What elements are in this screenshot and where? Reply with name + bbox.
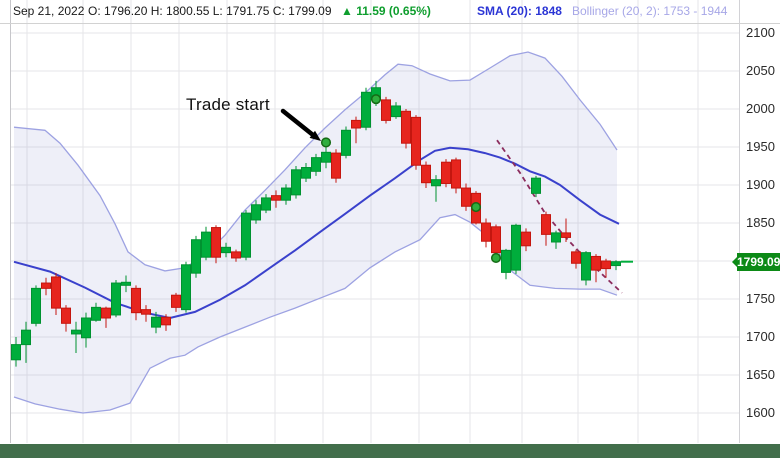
candle[interactable]	[201, 231, 211, 258]
candle[interactable]	[461, 187, 471, 207]
candle[interactable]	[31, 287, 41, 324]
candle[interactable]	[341, 129, 351, 156]
candle[interactable]	[11, 344, 21, 361]
candle[interactable]	[381, 99, 391, 121]
candle[interactable]	[281, 187, 291, 201]
candle[interactable]	[221, 246, 231, 254]
candle[interactable]	[191, 239, 201, 274]
candle[interactable]	[181, 264, 191, 311]
candle[interactable]	[211, 227, 221, 258]
candle[interactable]	[571, 251, 581, 264]
trade-marker[interactable]	[470, 201, 482, 213]
bollinger-lower-line	[13, 213, 618, 414]
candle[interactable]	[481, 222, 491, 242]
candle[interactable]	[21, 329, 31, 346]
candle[interactable]	[71, 329, 81, 335]
trade-marker[interactable]	[320, 137, 332, 148]
candle[interactable]	[111, 282, 121, 316]
candle[interactable]	[441, 161, 451, 184]
candle[interactable]	[351, 119, 361, 129]
candle[interactable]	[81, 317, 91, 339]
candle[interactable]	[361, 91, 371, 128]
candle[interactable]	[581, 252, 591, 281]
candle[interactable]	[421, 164, 431, 184]
candle[interactable]	[521, 231, 531, 247]
trade-start-annotation: Trade start	[186, 95, 270, 114]
candle[interactable]	[601, 260, 611, 270]
candle[interactable]	[401, 110, 411, 144]
candle[interactable]	[541, 214, 551, 235]
chart-header: Sep 21, 2022 O: 1796.20 H: 1800.55 L: 17…	[0, 0, 780, 24]
trade-marker[interactable]	[370, 94, 382, 105]
candle[interactable]	[511, 224, 521, 271]
candle[interactable]	[501, 249, 511, 273]
candle[interactable]	[531, 177, 541, 194]
candle[interactable]	[551, 232, 561, 243]
candle[interactable]	[491, 226, 501, 254]
annotation-arrow	[280, 108, 316, 138]
candle[interactable]	[161, 316, 171, 326]
bottom-bar	[0, 444, 780, 458]
annotation-arrow-head	[309, 130, 321, 141]
candle[interactable]	[101, 307, 111, 319]
bollinger-upper-line	[13, 51, 618, 272]
candle[interactable]	[301, 167, 311, 179]
ohlc-values: O: 1796.20 H: 1800.55 L: 1791.75 C: 1799…	[88, 4, 332, 18]
candle[interactable]	[391, 105, 401, 118]
candle[interactable]	[611, 261, 621, 267]
date-label: Sep 21, 2022	[13, 4, 85, 18]
price-chart-plot[interactable]	[0, 0, 780, 443]
sma-legend-label[interactable]: SMA (20): 1848	[477, 4, 562, 18]
candle[interactable]	[241, 212, 251, 258]
candle[interactable]	[91, 306, 101, 321]
sma-line	[13, 146, 620, 320]
candle[interactable]	[51, 276, 61, 309]
candle[interactable]	[141, 309, 151, 315]
trade-marker[interactable]	[490, 252, 502, 264]
candle[interactable]	[231, 251, 241, 259]
bollinger-legend-label[interactable]: Bollinger (20, 2): 1753 - 1944	[572, 4, 728, 18]
candle[interactable]	[271, 195, 281, 201]
candle[interactable]	[591, 255, 601, 271]
current-price-badge: 1799.09	[732, 252, 780, 271]
candle[interactable]	[331, 152, 341, 179]
candle[interactable]	[131, 287, 141, 314]
candle[interactable]	[431, 179, 441, 187]
candle[interactable]	[261, 197, 271, 211]
candle[interactable]	[151, 316, 161, 328]
candle[interactable]	[41, 282, 51, 289]
candle[interactable]	[561, 232, 571, 238]
candle[interactable]	[451, 159, 461, 189]
candle[interactable]	[171, 294, 181, 308]
candle[interactable]	[291, 169, 301, 196]
candle[interactable]	[251, 204, 261, 221]
candle[interactable]	[411, 116, 421, 166]
candle[interactable]	[121, 281, 131, 286]
candle[interactable]	[321, 151, 331, 163]
candle[interactable]	[61, 307, 71, 324]
candle[interactable]	[311, 157, 321, 172]
price-change-label: ▲ 11.59 (0.65%)	[341, 4, 431, 18]
